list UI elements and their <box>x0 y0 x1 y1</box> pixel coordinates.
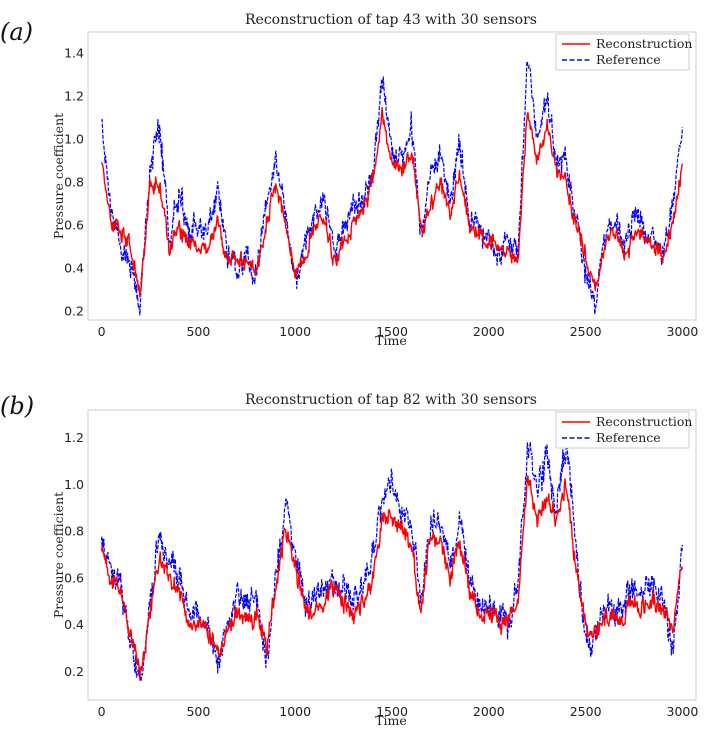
y-ticks-a: 0.2 0.4 0.6 0.8 1.0 1.2 1.4 <box>64 45 84 318</box>
series-line-reconstruction <box>100 475 684 681</box>
legend-b: Reconstruction Reference <box>555 411 692 449</box>
y-tick-label: 0.4 <box>64 260 84 275</box>
legend-label-reference-a: Reference <box>596 52 661 67</box>
x-tick-label: 0 <box>98 324 106 339</box>
y-tick-label: 0.2 <box>64 303 84 318</box>
series-lines-a <box>100 60 684 316</box>
legend-a: Reconstruction Reference <box>555 33 692 71</box>
x-tick-label: 1000 <box>279 324 311 339</box>
y-axis-label-a: Pressure coefficient <box>51 113 66 239</box>
y-tick-label: 1.2 <box>64 430 84 445</box>
panel-a: (a) Reconstruction of tap 43 with 30 sen… <box>0 12 698 348</box>
y-axis-label-b: Pressure coefficient <box>51 492 66 618</box>
y-tick-label: 1.0 <box>64 477 84 492</box>
legend-box-b <box>555 411 690 449</box>
legend-box-a <box>555 33 690 71</box>
x-tick-label: 0 <box>98 704 106 719</box>
y-tick-label: 1.4 <box>64 45 84 60</box>
plot-frame-a <box>87 31 697 321</box>
x-tick-label: 500 <box>186 324 210 339</box>
plot-frame-b <box>87 409 697 701</box>
x-tick-label: 2000 <box>473 704 505 719</box>
x-tick-label: 3000 <box>667 324 699 339</box>
panel-b: (b) Reconstruction of tap 82 with 30 sen… <box>0 392 698 728</box>
series-line-reference <box>101 60 683 316</box>
x-tick-label: 1000 <box>279 704 311 719</box>
x-tick-label: 500 <box>186 704 210 719</box>
y-tick-label: 0.6 <box>64 217 84 232</box>
x-tick-label: 1500 <box>376 324 408 339</box>
y-tick-label: 0.8 <box>64 174 84 189</box>
panel-label-b: (b) <box>0 392 34 420</box>
series-lines-b <box>100 438 684 682</box>
x-ticks-b: 0 500 1000 1500 2000 2500 3000 <box>98 704 699 719</box>
y-tick-label: 0.8 <box>64 524 84 539</box>
x-axis-label-a: Time <box>375 333 407 348</box>
x-tick-label: 2500 <box>570 324 602 339</box>
chart-title-a: Reconstruction of tap 43 with 30 sensors <box>245 12 537 28</box>
y-tick-label: 1.2 <box>64 88 84 103</box>
series-line-reconstruction <box>100 106 684 298</box>
x-ticks-a: 0 500 1000 1500 2000 2500 3000 <box>98 324 699 339</box>
y-tick-label: 0.2 <box>64 664 84 679</box>
y-tick-label: 1.0 <box>64 131 84 146</box>
y-tick-label: 0.6 <box>64 570 84 585</box>
x-tick-label: 1500 <box>376 704 408 719</box>
legend-label-reference-b: Reference <box>596 430 661 445</box>
panel-label-a: (a) <box>0 18 33 46</box>
x-tick-label: 3000 <box>667 704 699 719</box>
legend-label-reconstruction-a: Reconstruction <box>596 36 692 51</box>
x-axis-label-b: Time <box>375 713 407 728</box>
chart-title-b: Reconstruction of tap 82 with 30 sensors <box>245 392 537 408</box>
x-tick-label: 2500 <box>570 704 602 719</box>
legend-label-reconstruction-b: Reconstruction <box>596 414 692 429</box>
x-tick-label: 2000 <box>473 324 505 339</box>
y-ticks-b: 0.2 0.4 0.6 0.8 1.0 1.2 <box>64 430 84 679</box>
y-tick-label: 0.4 <box>64 617 84 632</box>
series-line-reference <box>101 438 683 682</box>
